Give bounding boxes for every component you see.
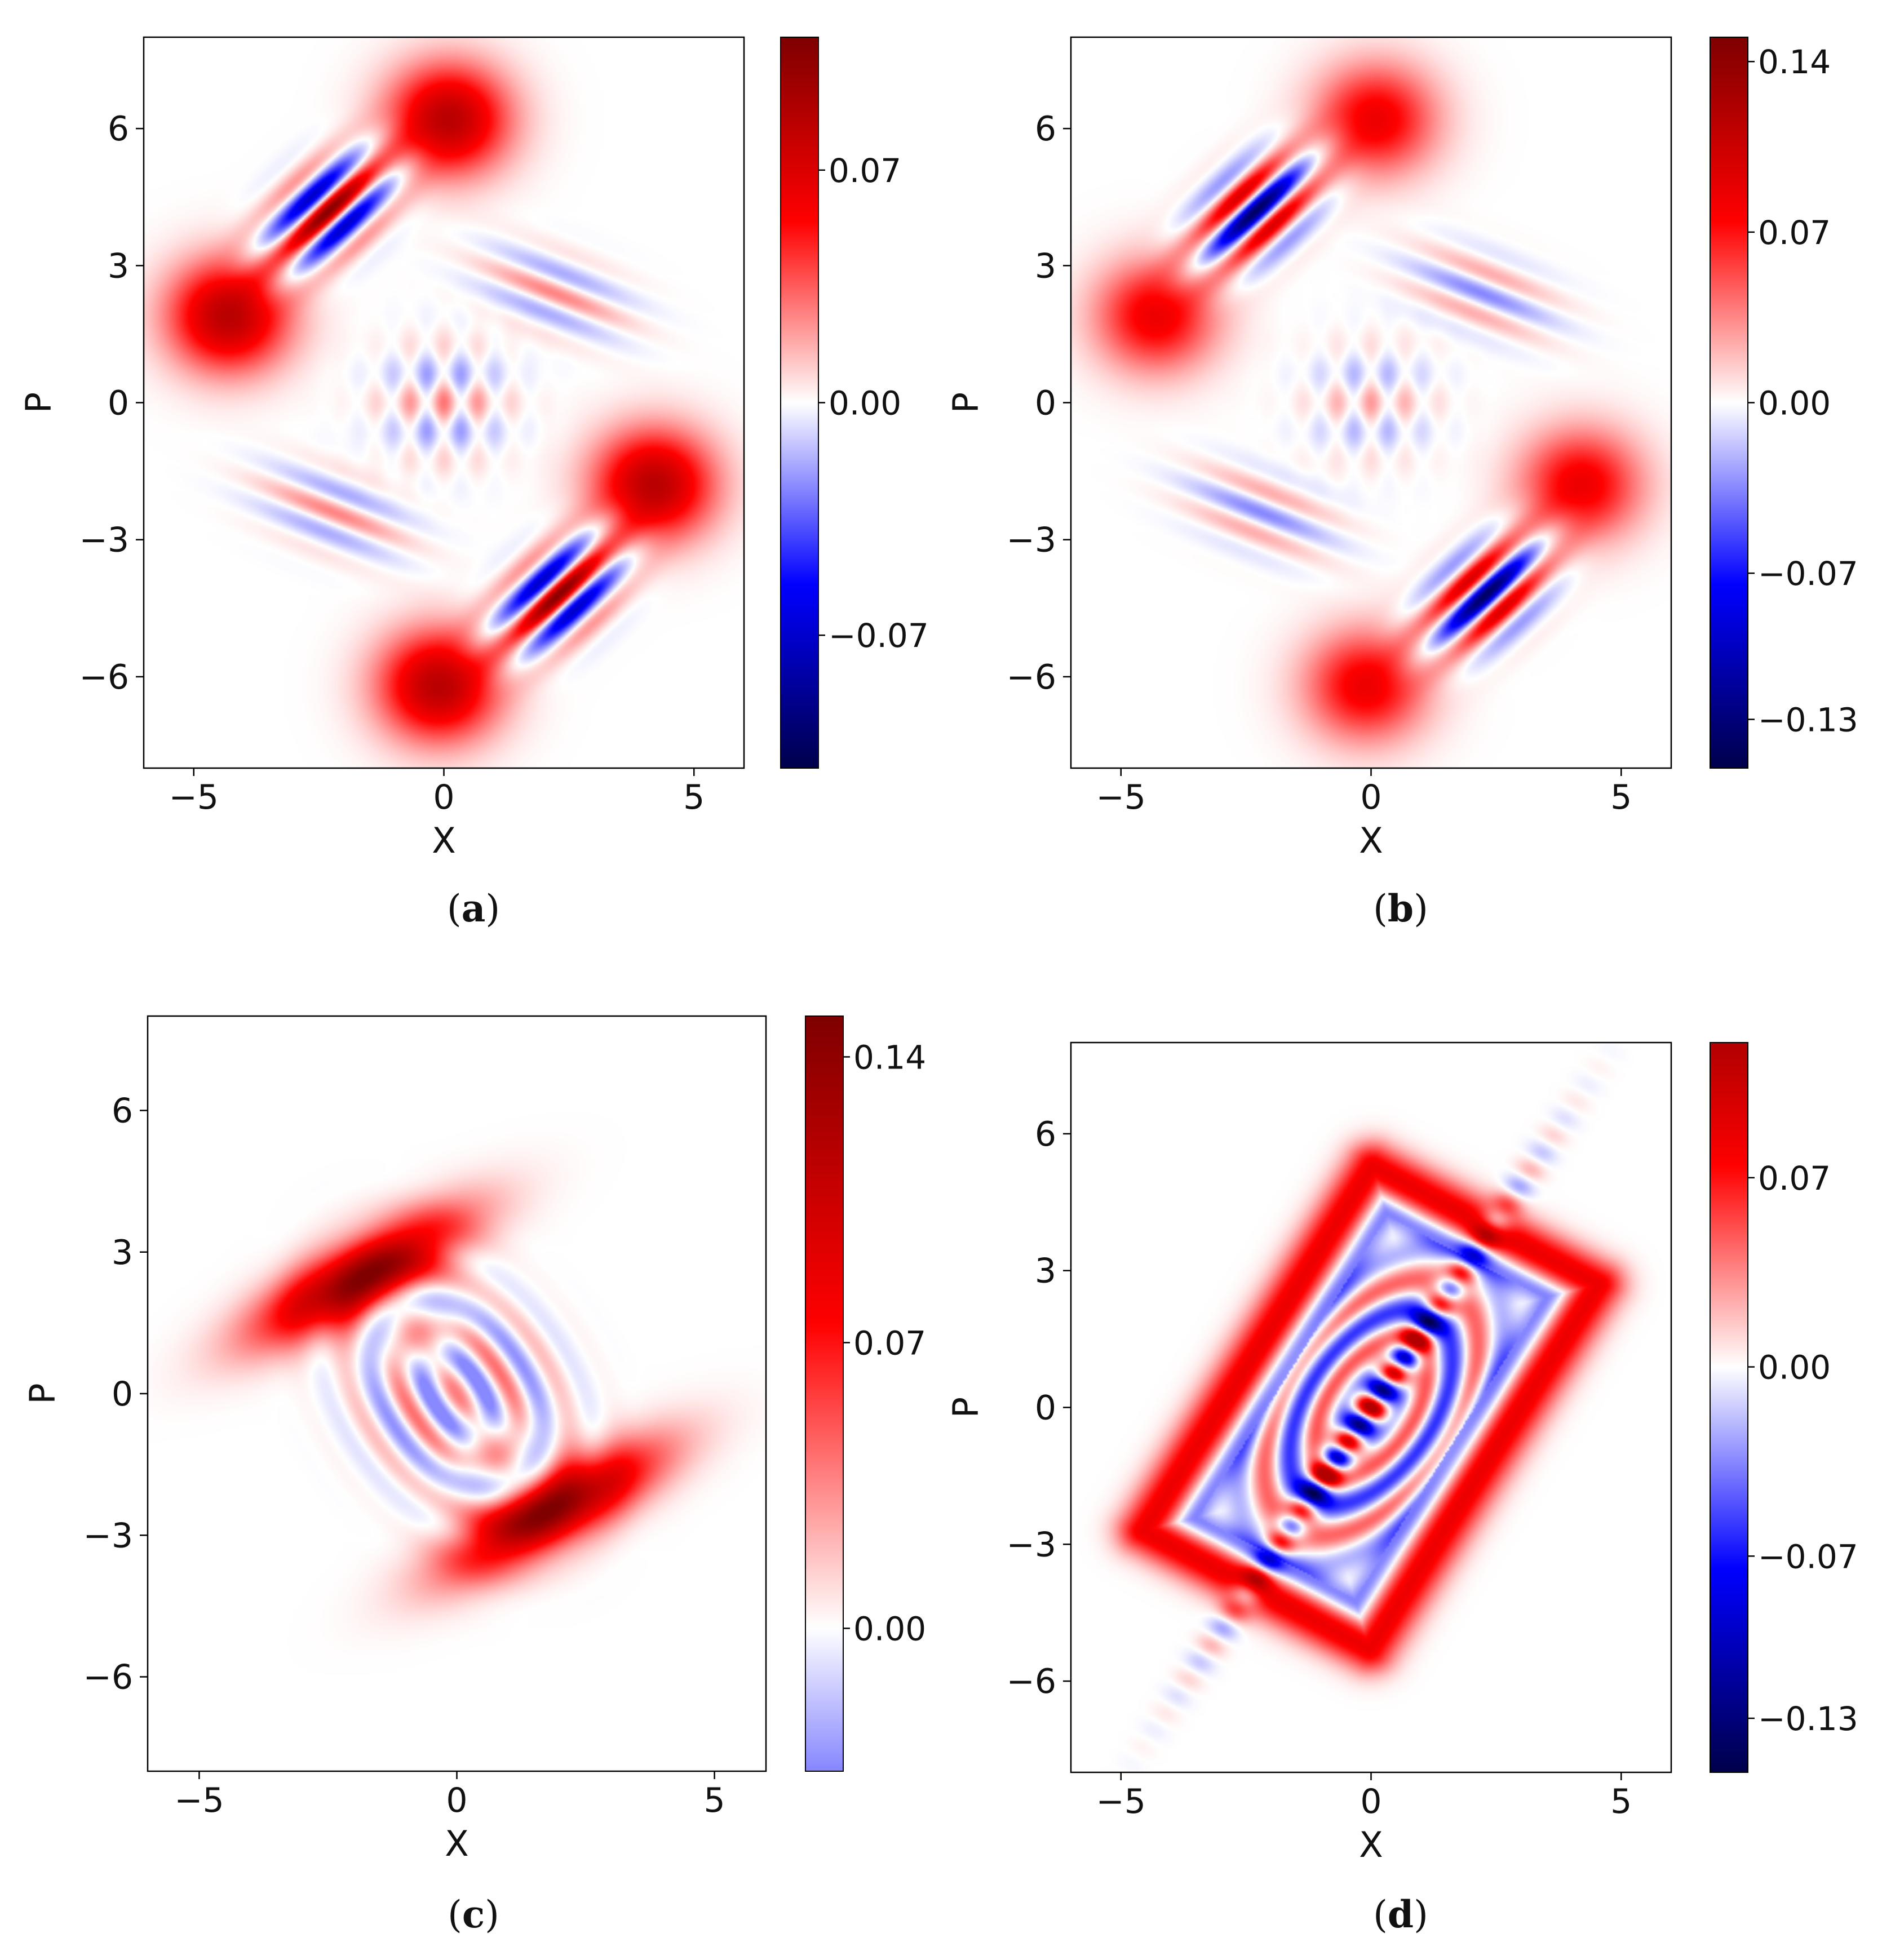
y-tick-label-d-3: 3: [1035, 1252, 1056, 1291]
y-tick-label-d-2: 0: [1035, 1389, 1056, 1428]
caption-d: (d): [1373, 1892, 1428, 1936]
x-tick-label-d-1: 0: [1360, 1782, 1381, 1821]
y-axis-label-a: P: [18, 392, 59, 413]
x-tick-label-c-0: −5: [174, 1781, 224, 1820]
y-axis-label-b: P: [945, 392, 986, 413]
panel-a: −5 0 5 −6 −3 0 3 6 X P 0.07 0.00 −0.07 (a): [18, 36, 929, 930]
colorbar-a: [781, 37, 818, 768]
colorbar-tick-label-b-3: −0.07: [1758, 555, 1858, 593]
colorbar-tick-label-b-0: 0.14: [1758, 43, 1831, 81]
x-axis-label-a: X: [432, 820, 455, 861]
colorbar-tick-label-b-4: −0.13: [1758, 701, 1858, 739]
colorbar-frame-c: [805, 1016, 844, 1772]
y-tick-label-c-2: 0: [112, 1374, 133, 1414]
colorbar-tick-label-c-0: 0.14: [853, 1038, 926, 1076]
y-tick-label-b-2: 0: [1035, 384, 1056, 423]
y-tick-label-b-3: 3: [1035, 246, 1056, 286]
colorbar-tick-label-d-2: −0.07: [1758, 1537, 1858, 1576]
colorbar-tick-label-c-1: 0.07: [853, 1324, 926, 1362]
colorbar-d: [1710, 1043, 1748, 1772]
colorbar-tick-label-b-2: 0.00: [1758, 384, 1831, 423]
x-tick-label-a-1: 0: [433, 778, 454, 817]
heatmap-b: [1071, 37, 1671, 768]
x-tick-label-a-0: −5: [169, 778, 219, 817]
y-axis-label-d: P: [945, 1397, 986, 1418]
colorbar-tick-label-d-3: −0.13: [1758, 1700, 1858, 1738]
y-tick-label-a-2: 0: [108, 384, 129, 423]
colorbar-tick-label-d-0: 0.07: [1758, 1159, 1831, 1198]
colorbar-c: [805, 1016, 843, 1771]
colorbar-tick-label-d-1: 0.00: [1758, 1349, 1831, 1387]
x-tick-label-b-0: −5: [1096, 778, 1146, 817]
x-tick-label-d-0: −5: [1096, 1782, 1146, 1821]
y-tick-label-c-0: −6: [83, 1658, 133, 1697]
colorbar-tick-label-a-1: 0.00: [829, 384, 901, 423]
x-tick-label-d-2: 5: [1610, 1782, 1632, 1821]
panel-b: −5 0 5 −6 −3 0 3 6 X P 0.14 0.07 0.00 −0.07 −0.13 (b): [945, 36, 1858, 930]
x-tick-label-b-1: 0: [1360, 778, 1381, 817]
y-tick-label-d-4: 6: [1035, 1115, 1056, 1154]
y-tick-label-a-1: −3: [79, 521, 129, 560]
caption-c: (c): [448, 1892, 499, 1936]
y-tick-label-b-0: −6: [1007, 658, 1056, 697]
colorbar-frame-d: [1710, 1042, 1748, 1773]
colorbar-tick-label-c-2: 0.00: [853, 1609, 926, 1648]
x-axis-label-d: X: [1359, 1824, 1383, 1865]
y-tick-label-d-0: −6: [1007, 1662, 1056, 1701]
y-tick-label-b-1: −3: [1007, 521, 1056, 560]
x-axis-label-c: X: [445, 1823, 468, 1864]
caption-a: (a): [447, 886, 500, 930]
y-axis-label-c: P: [22, 1383, 63, 1404]
heatmap-c: [148, 1016, 766, 1771]
y-tick-label-a-0: −6: [79, 658, 129, 697]
colorbar-b: [1710, 37, 1748, 768]
x-axis-label-b: X: [1359, 820, 1383, 861]
y-tick-label-a-4: 6: [108, 109, 129, 149]
panel-c: −5 0 5 −6 −3 0 3 6 X P 0.14 0.07 0.00 (c): [22, 1015, 926, 1936]
y-tick-label-a-3: 3: [108, 246, 129, 286]
x-tick-label-b-2: 5: [1610, 778, 1632, 817]
y-tick-label-c-1: −3: [83, 1516, 133, 1555]
x-tick-label-a-2: 5: [683, 778, 705, 817]
y-tick-label-c-4: 6: [112, 1092, 133, 1131]
y-tick-label-b-4: 6: [1035, 109, 1056, 149]
panel-d: −5 0 5 −6 −3 0 3 6 X P 0.07 0.00 −0.07 −0.13 (d): [945, 1041, 1858, 1936]
y-tick-label-d-1: −3: [1007, 1525, 1056, 1564]
caption-b: (b): [1373, 886, 1428, 930]
heatmap-d: [1071, 1043, 1671, 1772]
y-tick-label-c-3: 3: [112, 1233, 133, 1272]
x-tick-label-c-1: 0: [446, 1781, 467, 1820]
colorbar-tick-label-b-1: 0.07: [1758, 214, 1831, 252]
x-tick-label-c-2: 5: [703, 1781, 725, 1820]
colorbar-tick-label-a-0: 0.07: [829, 152, 901, 190]
colorbar-tick-label-a-2: −0.07: [829, 617, 929, 655]
heatmap-a: [144, 37, 744, 768]
